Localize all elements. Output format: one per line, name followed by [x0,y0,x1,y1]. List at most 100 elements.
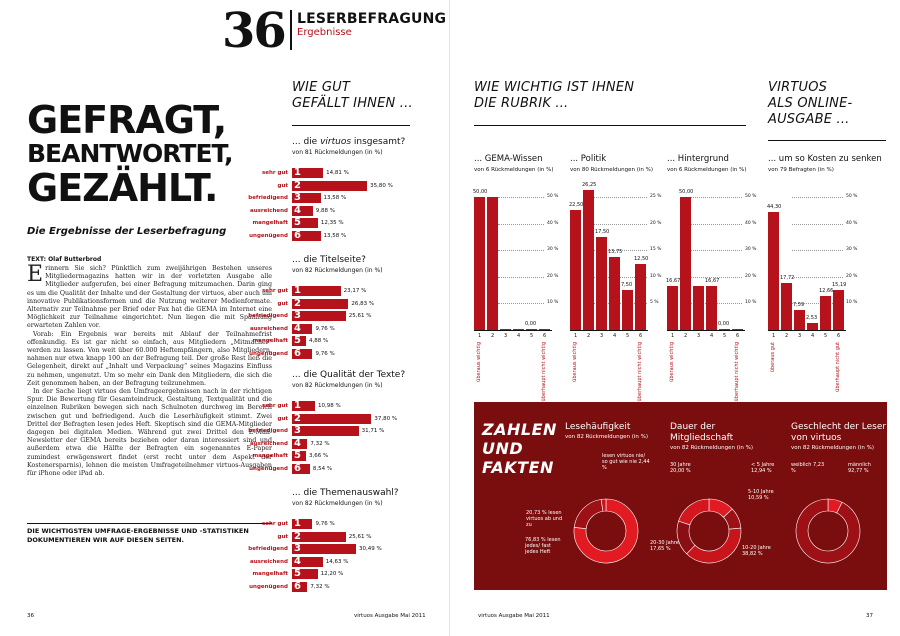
grade-label: sehr gut [261,170,288,176]
rating-row: mangelhaft 5 3,66 % [252,450,442,462]
grade-label: ausreichend [250,558,288,565]
scale-high-label: überhaupt nicht gut [835,342,841,392]
importance-bar [583,190,594,330]
bar-category: 2 [785,333,789,339]
rating-bar: 1 [292,518,313,529]
axis-line [474,330,552,331]
rating-bar: 4 [292,437,308,449]
summary-note: DIE WICHTIGSTEN UMFRAGE-ERGEBNISSE UND -… [27,523,272,545]
rating-bar: 3 [292,192,321,204]
rating-bar: 6 [292,348,313,359]
facts-chart-title: Dauer der Mitgliedschaft [670,422,734,443]
bar-category: 3 [600,333,604,339]
grade-number: 6 [294,348,301,359]
grade-label: ausreichend [250,440,288,447]
grade-label: sehr gut [261,288,288,294]
importance-bar [781,282,792,330]
donut-label: männlich 92,77 % [848,462,871,474]
rating-bar: 4 [292,323,313,334]
bar-category: 4 [613,333,617,339]
y-tick-label: 5 % [650,300,659,306]
bar-value: 17,72 [780,274,795,281]
importance-bar [680,197,691,330]
importance-bar [513,328,524,330]
grade-number: 1 [294,400,301,411]
bar-value: 7,59 [793,301,805,308]
donut-label: 30 Jahre 20,00 % [670,462,691,474]
headline-subtitle: Die Ergebnisse der Leserbefragung [27,226,227,237]
gridline [498,197,544,198]
grade-number: 1 [294,518,301,529]
rating-value: 13,58 % [323,195,347,202]
axis-line [667,330,745,331]
chart-subtitle: von 6 Rückmeldungen (in %) [474,167,554,173]
heading-line: VIRTUOS [768,80,828,95]
bar-category: 4 [517,333,521,339]
rating-row: gut 2 26,83 % [278,298,442,309]
rating-value: 9,76 % [315,325,335,332]
gridline [792,223,843,225]
donut-label: weiblich 7,23 % [791,462,825,474]
importance-bar [794,309,805,330]
rating-value: 13,58 % [323,233,347,239]
rating-value: 31,71 % [361,428,385,435]
gridline [691,197,742,198]
rating-value: 25,61 % [348,313,372,320]
donut-segment [600,498,607,512]
grade-label: befriedigend [248,195,288,202]
headline-line: BEANTWORTET, [27,139,234,168]
rating-bar: 6 [292,581,308,592]
section-rule [292,125,410,126]
rating-value: 9,76 % [315,521,335,527]
grade-label: ungenügend [249,351,288,357]
footer-right: virtuos Ausgabe Mai 2011 [478,613,550,619]
rating-row: sehr gut 1 14,81 % [262,167,442,178]
donut-label: < 5 Jahre 12,94 % [751,462,775,474]
y-tick-label: 40 % [745,220,757,226]
grade-label: mangelhaft [252,338,288,345]
bar-value: 15,19 [832,281,847,288]
rating-bar: 1 [292,400,316,411]
scale-low-label: überaus wichtig [669,342,675,382]
rating-bar: 5 [292,450,306,462]
bar-value: 7,50 [621,282,633,289]
rating-value: 26,83 % [351,300,375,307]
y-tick-label: 15 % [650,247,662,253]
rating-bar: 5 [292,217,318,229]
page-number-left: 36 [27,613,34,619]
y-tick-label: 30 % [547,247,559,253]
y-tick-label: 20 % [547,273,559,279]
rating-value: 8,54 % [312,466,333,472]
grade-label: mangelhaft [252,220,288,227]
donut-label: 76,83 % lesen jedes/ fast jedes Heft [525,537,561,555]
footer-left: virtuos Ausgabe Mai 2011 [354,613,426,619]
y-tick-label: 40 % [846,220,858,226]
grade-number: 5 [294,568,301,580]
y-tick-label: 30 % [745,247,757,253]
chart-subtitle: von 6 Rückmeldungen (in %) [667,167,747,173]
rating-row: ungenügend 6 7,32 % [249,581,442,592]
rating-value: 3,66 % [309,453,329,460]
y-tick-label: 10 % [846,300,858,306]
rating-bar: 5 [292,335,306,347]
grade-number: 6 [294,230,301,241]
y-tick-label: 20 % [846,273,858,279]
y-tick-label: 10 % [745,300,757,306]
donut-segment [573,499,604,530]
gridline [792,250,843,252]
scale-low-label: überaus wichtig [476,342,482,382]
question-subtitle: von 81 Rückmeldungen (in %) [292,149,383,156]
article-paragraph: rinnern Sie sich? Pünktlich zum zweijähr… [27,265,272,330]
heading-line: WIE WICHTIG IST IHNEN [474,80,635,95]
importance-bar [706,285,717,330]
chart-title: ... um so Kosten zu senken [768,154,882,164]
bar-value: 0,00 [525,320,537,327]
rating-row: befriedigend 3 31,71 % [248,425,442,437]
gridline [594,276,647,278]
gridline [498,303,544,305]
facts-chart-subtitle: von 82 Rückmeldungen (in %) [791,445,874,451]
section-rule [768,140,886,141]
heading-line: DIE RUBRIK ... [474,96,569,111]
grade-number: 4 [294,437,301,449]
facts-chart-subtitle: von 82 Rückmeldungen (in %) [670,445,753,451]
